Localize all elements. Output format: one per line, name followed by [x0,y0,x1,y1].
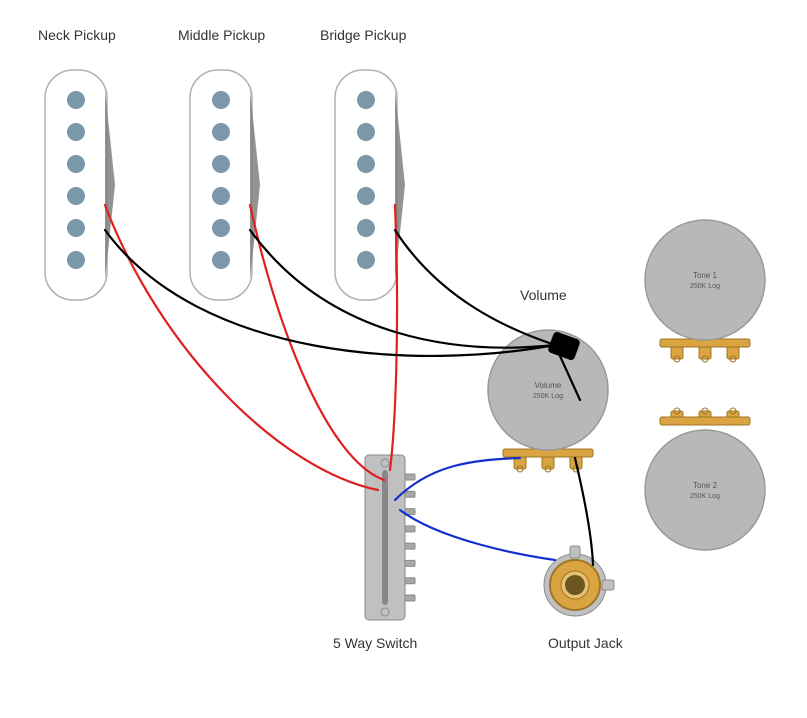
bridge-pickup [335,70,405,300]
wire-black-4 [250,230,555,348]
bridge-label: Bridge Pickup [320,27,407,43]
five-way-switch [365,455,415,620]
middle-label: Middle Pickup [178,27,265,43]
svg-text:Volume: Volume [535,381,562,390]
tone2-pot [645,408,765,550]
wire-blue-7 [400,510,555,560]
svg-text:250K Log: 250K Log [690,283,720,290]
neck-pickup [45,70,115,300]
neck-label: Neck Pickup [38,27,116,43]
tone1-pot [645,220,765,362]
svg-text:Tone 2: Tone 2 [693,481,718,490]
svg-text:Tone 1: Tone 1 [693,271,718,280]
middle-pickup [190,70,260,300]
volume-label: Volume [520,287,567,303]
wiring-diagram: Neck Pickup Middle Pickup Bridge Pickup Vol… [0,0,807,718]
svg-text:250K Log: 250K Log [533,393,563,400]
wire-black-3 [105,230,555,356]
switch-label: 5 Way Switch [333,635,417,651]
output-jack [544,546,614,616]
jack-label: Output Jack [548,635,624,651]
svg-text:250K Log: 250K Log [690,493,720,500]
